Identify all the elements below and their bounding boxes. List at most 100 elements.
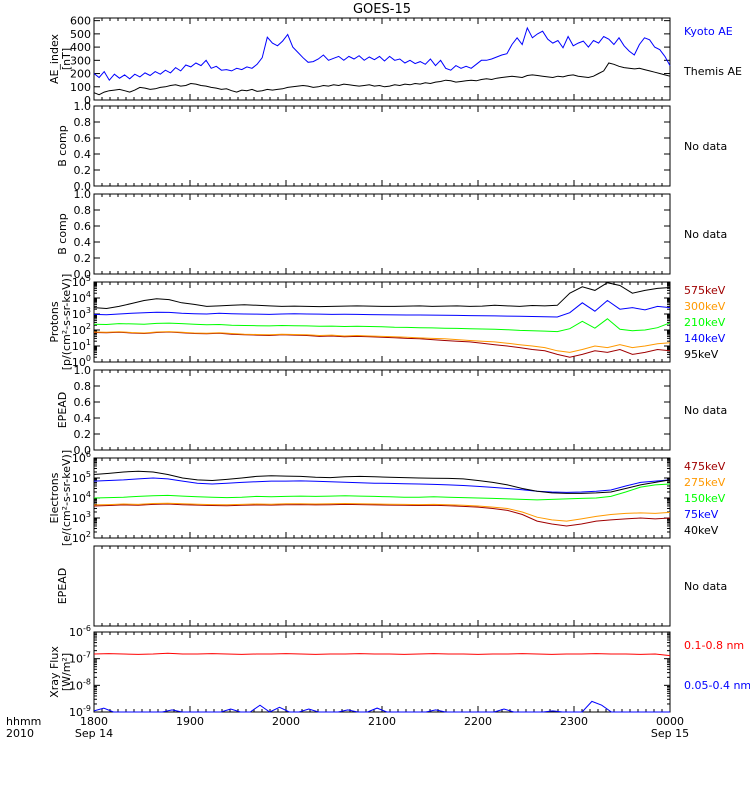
y-tick-label: 105 [72, 470, 91, 485]
y-tick-label: 0.0 [74, 444, 92, 457]
legend-entry: 275keV [684, 476, 726, 489]
time-tick-label: 1900 [176, 715, 204, 728]
legend-entry: 95keV [684, 348, 719, 361]
legend-entry: 300keV [684, 300, 726, 313]
series-line-275keV [93, 502, 671, 522]
y-tick-label: 1.0 [74, 364, 92, 377]
y-tick-mantissa: 10 [72, 512, 86, 525]
panel-frame [93, 545, 671, 627]
y-tick-label: 0.4 [74, 236, 92, 249]
legend-entry: 40keV [684, 524, 719, 537]
panel-frame [93, 369, 671, 451]
panel-frame [93, 631, 671, 713]
y-axis-label: B comp [56, 213, 69, 255]
y-tick-exponent: -6 [83, 624, 91, 633]
series-line-75keV [93, 477, 671, 493]
y-tick-mantissa: 10 [69, 626, 83, 639]
y-tick-mantissa: 10 [72, 356, 86, 369]
panel-frame [93, 105, 671, 187]
y-tick-mantissa: 10 [69, 679, 83, 692]
y-axis-label: [e/(cm²-s-sr-keV)] [60, 450, 73, 546]
y-axis-label: EPEAD [56, 392, 69, 429]
legend-entry: 150keV [684, 492, 726, 505]
y-tick-label: 100 [72, 354, 91, 369]
legend-entry: 140keV [684, 332, 726, 345]
no-data-note: No data [684, 228, 727, 241]
panel-frame [93, 193, 671, 275]
y-tick-label: 1.0 [74, 100, 92, 113]
y-tick-label: 102 [72, 530, 91, 545]
y-tick-mantissa: 10 [72, 308, 86, 321]
y-axis-label: B comp [56, 125, 69, 167]
y-tick-label: 200 [70, 68, 91, 81]
y-tick-label: 0.6 [74, 220, 92, 233]
y-tick-exponent: -9 [83, 704, 91, 713]
y-tick-label: 104 [72, 490, 91, 505]
y-tick-label: 0.8 [74, 116, 92, 129]
y-tick-label: 102 [72, 322, 91, 337]
series-line-575keV [93, 331, 671, 358]
y-tick-label: 0.4 [74, 412, 92, 425]
y-axis-label: AE_index [48, 33, 61, 84]
y-tick-mantissa: 10 [72, 340, 86, 353]
y-tick-label: 0.6 [74, 132, 92, 145]
y-tick-label: 0.2 [74, 252, 92, 265]
y-tick-label: 103 [72, 306, 91, 321]
series-line-150keV [93, 483, 671, 501]
y-axis-label: [nT] [60, 48, 73, 70]
y-tick-label: 0.2 [74, 164, 92, 177]
time-axis: hhmm 2010 Sep 14 Sep 15 1800 1900 2000 2100… [6, 715, 689, 740]
y-tick-mantissa: 10 [72, 532, 86, 545]
series-line-0.1-0.8 nm [93, 652, 671, 657]
y-tick-mantissa: 10 [72, 276, 86, 289]
y-tick-label: 1.0 [74, 188, 92, 201]
y-axis-label: Xray Flux [48, 646, 61, 698]
y-axis-label: EPEAD [56, 568, 69, 605]
legend-entry: 475keV [684, 460, 726, 473]
y-tick-exponent: 6 [86, 450, 91, 459]
legend-entry: 0.05-0.4 nm [684, 679, 750, 692]
chart-title: GOES-15 [353, 2, 411, 17]
legend-entry: 0.1-0.8 nm [684, 639, 744, 652]
time-tick-label: 1800 [80, 715, 108, 728]
y-tick-label: 105 [72, 274, 91, 289]
y-tick-exponent: 4 [86, 490, 91, 499]
y-tick-mantissa: 10 [72, 472, 86, 485]
series-line-140keV [93, 299, 671, 318]
series-line-Kyoto AE [93, 26, 671, 82]
y-axis-label: Electrons [48, 472, 61, 523]
y-tick-label: 0.2 [74, 428, 92, 441]
y-tick-label: 0.6 [74, 396, 92, 409]
y-tick-label: 103 [72, 510, 91, 525]
series-line-210keV [93, 318, 671, 333]
y-tick-exponent: -7 [83, 651, 91, 660]
y-tick-mantissa: 10 [72, 292, 86, 305]
legend-entry: Themis AE [683, 65, 742, 78]
legend-entry: 575keV [684, 284, 726, 297]
y-tick-label: 106 [72, 450, 91, 465]
y-tick-label: 600 [70, 15, 91, 28]
y-tick-exponent: 3 [86, 306, 91, 315]
y-axis-label: [W/m²] [60, 653, 73, 691]
no-data-note: No data [684, 580, 727, 593]
series-line-0.05-0.4 nm [93, 700, 670, 713]
y-tick-label: 10-6 [69, 624, 91, 639]
time-tick-label: 2000 [272, 715, 300, 728]
series-line-95keV [93, 282, 671, 310]
legend-entry: 75keV [684, 508, 719, 521]
y-tick-mantissa: 10 [72, 492, 86, 505]
series-line-Themis AE [93, 62, 671, 96]
y-tick-label: 0.8 [74, 204, 92, 217]
y-tick-exponent: 2 [86, 322, 91, 331]
legend-entry: 210keV [684, 316, 726, 329]
y-tick-exponent: 5 [86, 274, 91, 283]
no-data-note: No data [684, 140, 727, 153]
series-line-300keV [93, 331, 671, 353]
y-tick-mantissa: 10 [72, 452, 86, 465]
y-tick-label: 500 [70, 28, 91, 41]
